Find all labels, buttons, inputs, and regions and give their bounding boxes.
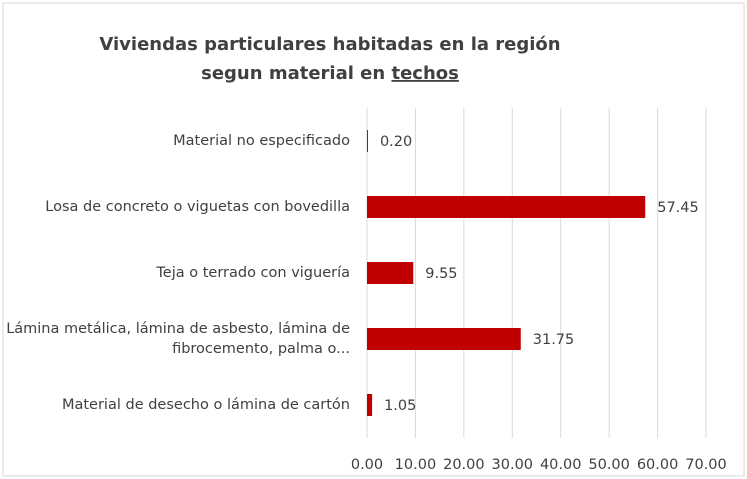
bar: [367, 130, 368, 152]
x-tick-label: 60.00: [637, 457, 679, 473]
x-tick-label: 30.00: [492, 457, 534, 473]
x-tick-label: 20.00: [443, 457, 485, 473]
bar: [367, 394, 373, 416]
x-tick-label: 70.00: [685, 457, 727, 473]
x-tick-label: 10.00: [395, 457, 437, 473]
chart-title: techos: [391, 63, 458, 84]
bar: [367, 196, 646, 218]
chart-title: Viviendas particulares habitadas en la r…: [99, 34, 560, 55]
data-label: 57.45: [657, 200, 699, 216]
y-tick-label: Lámina metálica, lámina de asbesto, lámi…: [6, 321, 350, 357]
data-label: 31.75: [533, 332, 575, 348]
y-tick-label: Teja o terrado con viguería: [155, 265, 350, 281]
bar: [367, 262, 414, 284]
x-tick-label: 40.00: [540, 457, 582, 473]
chart-title: segun material en: [201, 63, 385, 84]
data-label: 1.05: [384, 398, 416, 414]
y-tick-label: Material de desecho o lámina de cartón: [62, 397, 350, 413]
y-tick-label: Material no especificado: [173, 133, 350, 149]
bar: [367, 328, 521, 350]
y-tick-label: Losa de concreto o viguetas con bovedill…: [45, 199, 350, 215]
data-label: 0.20: [380, 134, 412, 150]
chart-title: segun material en techos: [201, 63, 459, 84]
data-label: 9.55: [425, 266, 457, 282]
x-tick-label: 50.00: [588, 457, 630, 473]
x-tick-label: 0.00: [351, 457, 383, 473]
